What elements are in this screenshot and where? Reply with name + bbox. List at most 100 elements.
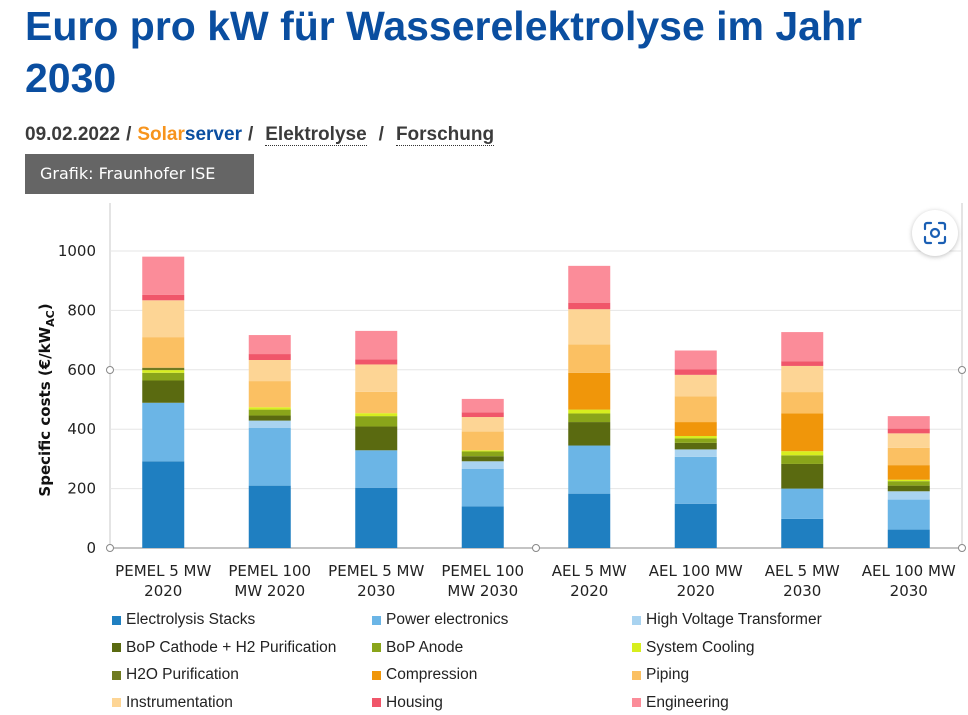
tag-link-forschung[interactable]: Forschung (395, 124, 495, 146)
bar-segment (142, 380, 185, 403)
y-tick-label: 400 (67, 420, 96, 438)
bar-segment (461, 468, 504, 507)
legend-label: System Cooling (646, 638, 755, 656)
bar-segment (355, 416, 398, 427)
legend-swatch (372, 698, 381, 707)
x-tick-label: 2030 (357, 582, 395, 600)
y-axis-label: Specific costs (€/kWAC) (36, 303, 57, 496)
x-tick-label: 2030 (890, 582, 928, 600)
bar-segment (568, 344, 611, 373)
x-tick-label: 2020 (570, 582, 608, 600)
bar-segment (461, 456, 504, 462)
bar-segment (248, 409, 291, 416)
legend-swatch (372, 615, 381, 625)
legend-label: Engineering (646, 693, 729, 711)
bar-segment (142, 300, 185, 338)
article-meta: 09.02.2022/Solarserver / Elektrolyse / Forsc… (25, 124, 495, 146)
bar-segment (781, 488, 824, 519)
bar-segment (461, 398, 504, 413)
tag-link-elektrolyse[interactable]: Elektrolyse (265, 124, 367, 146)
legend-item: High Voltage Transformer (632, 611, 822, 629)
bar-segment (461, 450, 504, 452)
visual-search-button[interactable] (912, 210, 958, 256)
bar-segment (461, 506, 504, 548)
bar-segment (248, 415, 291, 421)
legend-swatch (632, 615, 641, 625)
bar-segment (355, 413, 398, 417)
bar-segment (142, 370, 185, 373)
bar-segment (568, 309, 611, 345)
article-title: Euro pro kW für Wasserelektrolyse im Jah… (25, 3, 862, 101)
bar-segment (461, 451, 504, 457)
bar-segment (568, 302, 611, 310)
x-tick-label: 2020 (144, 582, 182, 600)
legend-swatch (112, 670, 121, 680)
y-tick-label: 1000 (58, 242, 96, 260)
bar-segment (568, 413, 611, 423)
legend-label: Piping (646, 666, 690, 683)
x-tick-label: 2030 (783, 582, 821, 600)
bar-segment (568, 422, 611, 446)
bar-segment (568, 372, 611, 410)
bar-segment (887, 416, 930, 429)
bar-segment (887, 491, 930, 500)
bar-segment (355, 359, 398, 365)
legend-item: H2O Purification (112, 666, 239, 684)
bar-segment (248, 428, 291, 486)
legend-label: Instrumentation (126, 693, 233, 711)
publish-date: 09.02.2022 (25, 124, 121, 145)
x-tick-label: AEL 100 MW (862, 562, 956, 580)
y-tick-label: 200 (67, 480, 96, 498)
x-tick-label: AEL 5 MW (552, 562, 627, 580)
resize-handle (958, 366, 966, 374)
legend-label: High Voltage Transformer (646, 611, 822, 628)
bar-segment (355, 487, 398, 548)
x-tick-label: MW 2020 (234, 582, 305, 600)
legend-item: Power electronics (372, 611, 508, 629)
bar-segment (674, 374, 717, 397)
bar-segment (674, 438, 717, 443)
bar-segment (248, 354, 291, 360)
bar-segment (674, 396, 717, 423)
legend-swatch (632, 670, 641, 680)
bar-segment (568, 409, 611, 414)
bar-segment (568, 265, 611, 303)
legend-item: Compression (372, 666, 477, 684)
bar-segment (355, 450, 398, 488)
bar-segment (461, 461, 504, 469)
bar-segment (248, 359, 291, 382)
source-link[interactable]: Solarserver (137, 124, 242, 145)
legend-swatch (112, 615, 121, 625)
legend-item: Piping (632, 666, 689, 684)
bar-segment (568, 493, 611, 548)
bar-segment (142, 256, 185, 295)
source-logo-part2: server (184, 124, 242, 145)
legend-label: Compression (386, 666, 478, 683)
x-tick-label: MW 2030 (447, 582, 518, 600)
resize-handle (532, 544, 540, 552)
legend-swatch (632, 643, 641, 652)
bar-segment (781, 361, 824, 366)
resize-handle (958, 544, 966, 552)
resize-handle (106, 366, 114, 374)
x-tick-label: AEL 5 MW (765, 562, 840, 580)
x-tick-label: PEMEL 100 (228, 562, 311, 580)
legend-item: System Cooling (632, 639, 755, 657)
legend-item: Engineering (632, 694, 729, 712)
bar-segment (674, 436, 717, 439)
legend-label: Electrolysis Stacks (126, 611, 256, 628)
bar-segment (781, 518, 824, 548)
bar-segment (674, 449, 717, 457)
bar-segment (142, 402, 185, 462)
bar-segment (355, 364, 398, 392)
bar-segment (355, 391, 398, 414)
x-tick-label: PEMEL 100 (441, 562, 524, 580)
bar-segment (781, 455, 824, 464)
source-logo-part1: Solar (137, 124, 185, 145)
bar-segment (781, 463, 824, 489)
legend-item: Instrumentation (112, 694, 233, 712)
bar-segment (674, 456, 717, 504)
bar-segment (461, 431, 504, 451)
legend-label: BoP Cathode + H2 Purification (126, 638, 337, 656)
